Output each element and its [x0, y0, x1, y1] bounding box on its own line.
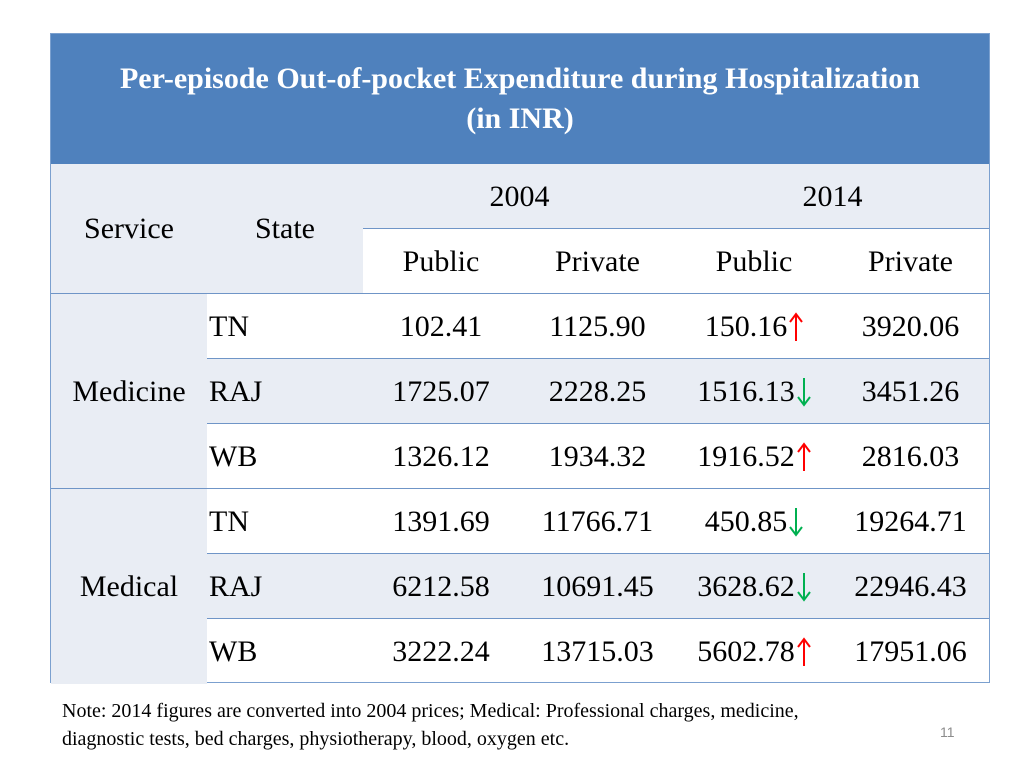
medicine-service-bg: [51, 294, 207, 489]
value-private-2014: 22946.43: [854, 569, 967, 603]
value-private-2004: 2228.25: [548, 374, 647, 408]
value-public-2004: 3222.24: [392, 634, 490, 668]
group-divider: [51, 488, 989, 489]
state-cell: RAJ: [209, 569, 263, 603]
header-public-2004: Public: [402, 244, 480, 278]
value-public-2014: 450.85: [676, 489, 832, 554]
value-public-2014: 1916.52: [676, 424, 832, 489]
arrow-down-icon: [796, 377, 811, 407]
header-divider: [363, 228, 989, 229]
page-number: 11: [940, 724, 955, 740]
header-band-top: [51, 164, 989, 229]
header-band-left: [51, 229, 363, 293]
value-public-2014: 150.16: [676, 294, 832, 359]
row-divider: [207, 618, 989, 619]
value-public-2004: 102.41: [399, 309, 483, 343]
value-public-2014-text: 3628.62: [697, 569, 795, 603]
value-public-2004: 6212.58: [392, 569, 490, 603]
state-cell: TN: [209, 504, 249, 538]
footnote-line1: Note: 2014 figures are converted into 20…: [62, 700, 799, 722]
value-private-2014: 19264.71: [854, 504, 967, 538]
value-public-2004: 1391.69: [392, 504, 490, 538]
value-private-2014: 17951.06: [854, 634, 967, 668]
state-cell: RAJ: [209, 374, 263, 408]
value-public-2014-text: 1916.52: [697, 439, 795, 473]
header-public-2014: Public: [715, 244, 793, 278]
row-shade-medicine-raj: [207, 359, 989, 424]
value-public-2014: 5602.78: [676, 619, 832, 684]
service-medical: Medical: [79, 569, 179, 603]
value-public-2014-text: 5602.78: [697, 634, 795, 668]
value-public-2004: 1326.12: [392, 439, 490, 473]
value-private-2014: 3451.26: [861, 374, 960, 408]
header-year-2004: 2004: [489, 179, 550, 213]
arrow-down-icon: [789, 507, 804, 537]
value-public-2014-text: 1516.13: [697, 374, 795, 408]
header-service: Service: [84, 212, 174, 245]
header-year-2014: 2014: [802, 179, 863, 213]
footnote: Note: 2014 figures are converted into 20…: [62, 697, 922, 753]
value-private-2004: 13715.03: [541, 634, 654, 668]
header-private-2004: Private: [555, 244, 640, 278]
value-public-2014-text: 150.16: [704, 309, 788, 343]
service-medicine: Medicine: [72, 374, 186, 408]
header-state: State: [255, 212, 315, 245]
table-title-line1: Per-episode Out-of-pocket Expenditure du…: [119, 62, 920, 95]
state-cell: WB: [209, 634, 258, 668]
value-private-2014: 2816.03: [861, 439, 960, 473]
state-cell: WB: [209, 439, 258, 473]
table-title-line2: (in INR): [466, 102, 574, 135]
arrow-up-icon: [789, 311, 804, 341]
arrow-down-icon: [796, 572, 811, 602]
header-private-2014: Private: [868, 244, 953, 278]
row-divider: [207, 358, 989, 359]
footnote-line2: diagnostic tests, bed charges, physiothe…: [62, 728, 570, 750]
header-bottom-line: [51, 293, 989, 294]
expenditure-table: Per-episode Out-of-pocket Expenditure du…: [50, 33, 990, 684]
arrow-up-icon: [796, 636, 811, 666]
row-divider: [207, 553, 989, 554]
state-cell: TN: [209, 309, 249, 343]
arrow-up-icon: [796, 441, 811, 471]
value-public-2004: 1725.07: [392, 374, 490, 408]
row-shade-medical-raj: [207, 554, 989, 619]
value-private-2004: 11766.71: [541, 504, 654, 538]
table-title: Per-episode Out-of-pocket Expenditure du…: [51, 34, 989, 164]
value-public-2014-text: 450.85: [704, 504, 788, 538]
value-private-2004: 1934.32: [548, 439, 647, 473]
value-private-2004: 1125.90: [549, 309, 646, 343]
value-private-2004: 10691.45: [541, 569, 654, 603]
row-divider: [207, 423, 989, 424]
value-public-2014: 3628.62: [676, 554, 832, 619]
value-public-2014: 1516.13: [676, 359, 832, 424]
medical-service-bg: [51, 489, 207, 684]
value-private-2014: 3920.06: [861, 309, 960, 343]
